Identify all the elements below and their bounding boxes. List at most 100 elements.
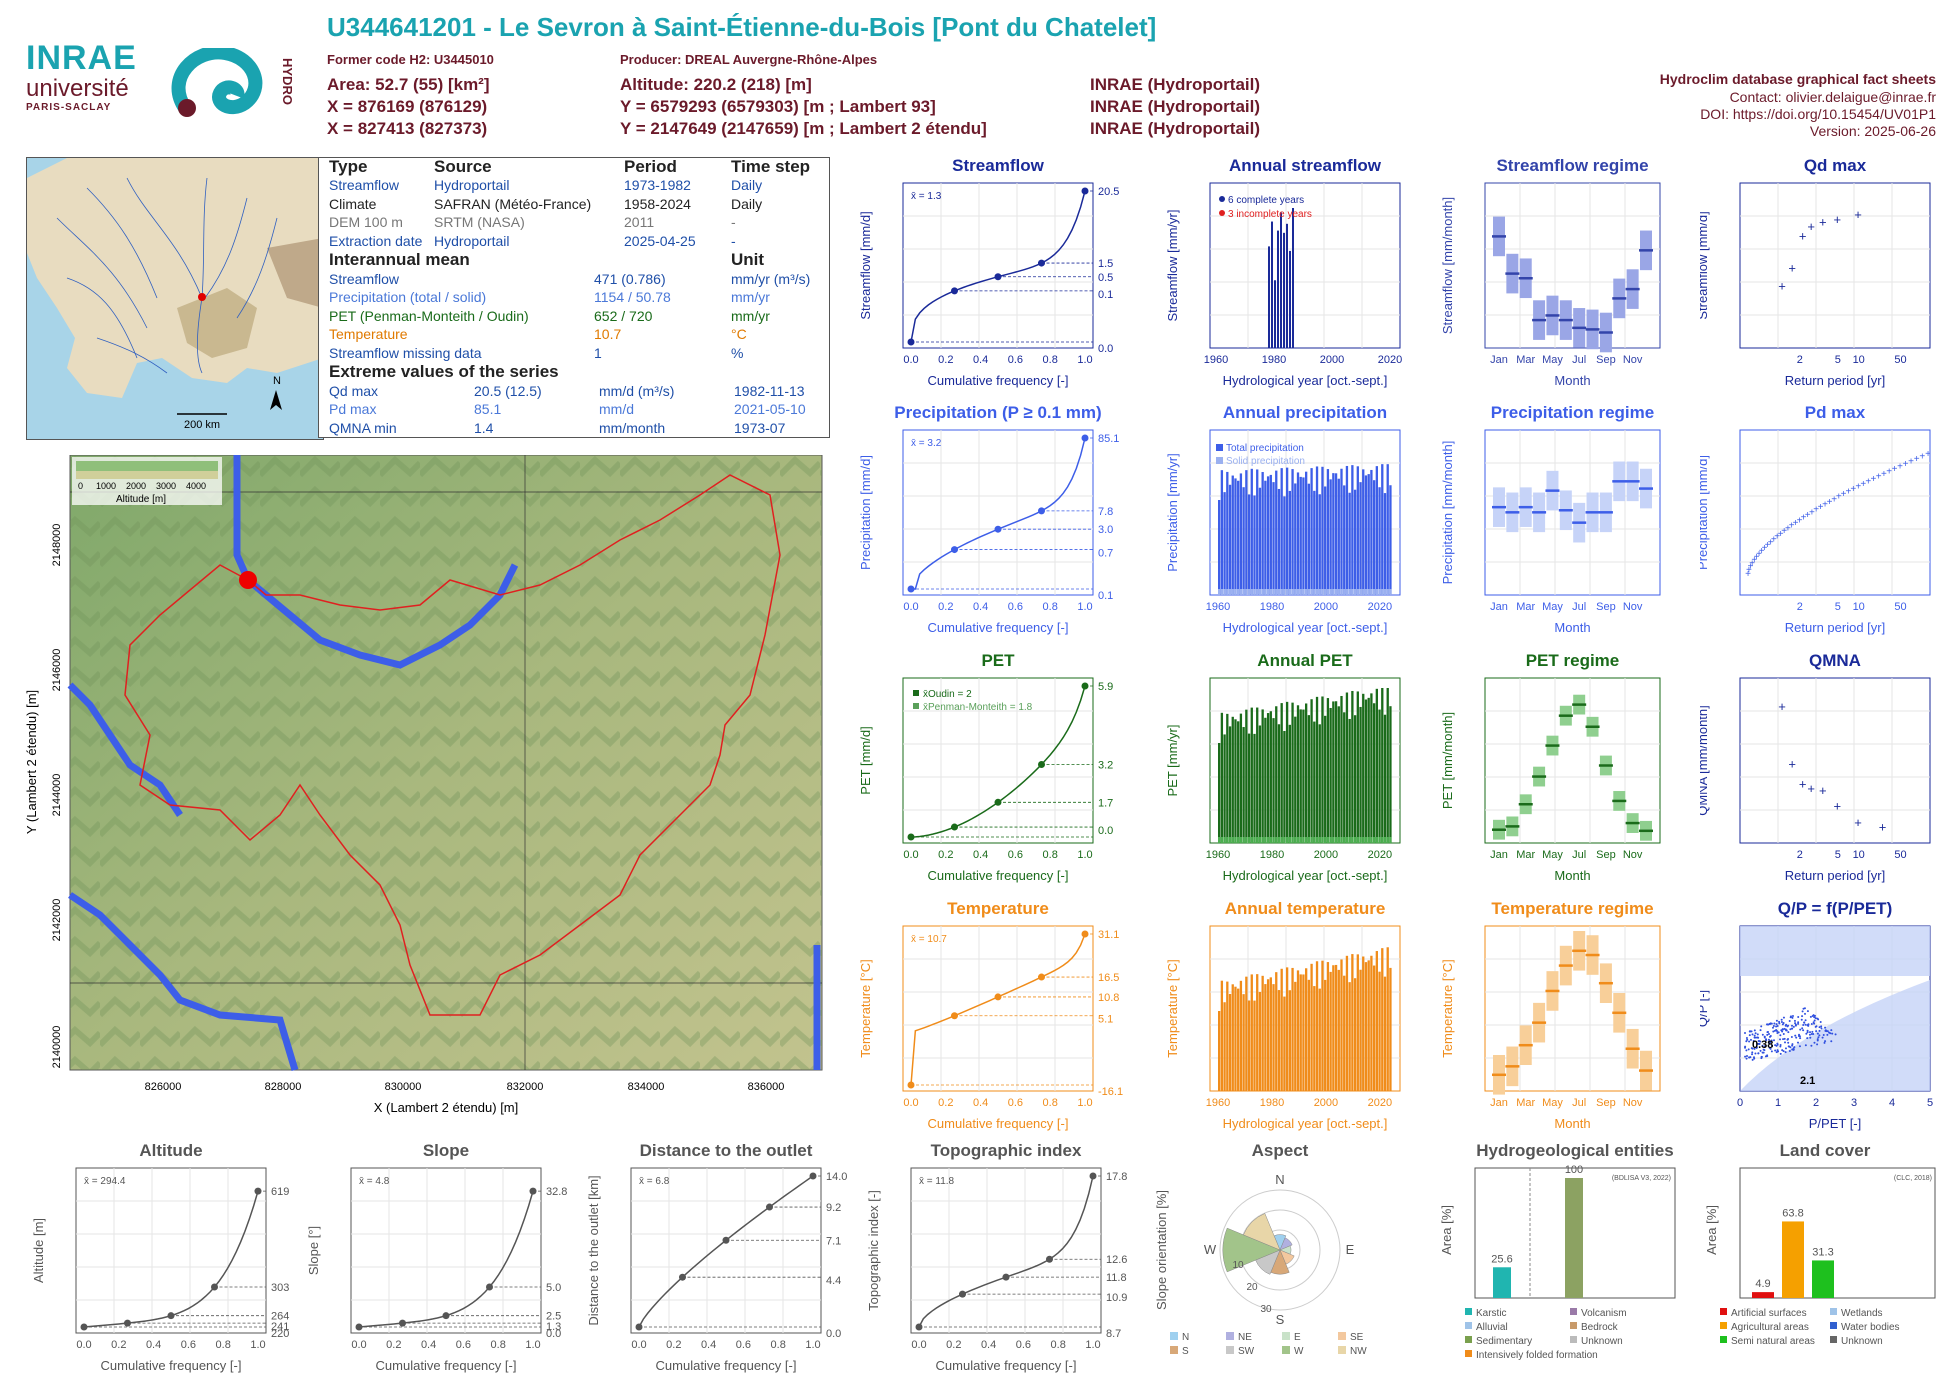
map-ylabel: Y (Lambert 2 étendu) [m] — [24, 690, 39, 834]
solid-bar — [1285, 589, 1289, 595]
chart-panel: Streamflow Cumulative frequency [-] Stream… — [858, 156, 1119, 388]
scatter-point — [1818, 1034, 1821, 1037]
chart-panel: Qd max Return period [yr] Streamflow [mm/d… — [1700, 156, 1931, 388]
solid-bar — [1299, 589, 1302, 595]
x-tick: 0.6 — [1008, 354, 1023, 366]
scatter-point — [1810, 1044, 1813, 1047]
annual-bar — [1294, 716, 1297, 843]
source-x: INRAE (Hydroportail) — [1090, 97, 1260, 116]
x-tick: 1960 — [1206, 601, 1230, 613]
annual-bar — [1218, 743, 1221, 843]
annual-bar — [1353, 489, 1357, 595]
scatter-point — [1787, 1031, 1790, 1034]
annual-bar — [1367, 474, 1370, 595]
x-tick: Jan — [1490, 601, 1508, 613]
quantile-label: 0.1 — [1098, 590, 1113, 602]
annual-bar — [1318, 494, 1321, 595]
chart-panel: Streamflow regime Month Streamflow [mm/mon… — [1440, 156, 1661, 388]
solid-bar — [1386, 589, 1389, 595]
x-tick: May — [1542, 1097, 1563, 1109]
annual-bar — [1250, 974, 1253, 1091]
x-tick: 0.0 — [911, 1339, 926, 1351]
cell: 2021-05-10 — [734, 401, 806, 418]
x-tick: 0.2 — [938, 1097, 953, 1109]
quantile-label: 7.1 — [826, 1235, 841, 1247]
info-row: Extraction date Hydroportail 2025-04-25 - — [329, 232, 829, 250]
scatter-point — [1785, 1029, 1788, 1032]
x-tick: 0.8 — [1043, 849, 1058, 861]
chart-title: Topographic index — [931, 1141, 1082, 1160]
cdf-line — [358, 1190, 534, 1328]
scatter-point — [1811, 1030, 1814, 1033]
x-tick: Sep — [1596, 849, 1616, 861]
solid-bar — [1280, 589, 1283, 595]
solid-bar — [1305, 837, 1308, 843]
quantile-label: 3.2 — [1098, 759, 1113, 771]
scatter-point — [1784, 1047, 1787, 1050]
annual-bar — [1326, 698, 1330, 843]
scatter-point — [1753, 1047, 1756, 1050]
y-tick: 2148000 — [51, 524, 63, 567]
solid-bar — [1261, 837, 1264, 843]
x-tick: 0.0 — [903, 354, 918, 366]
scatter-point — [1761, 1033, 1764, 1036]
y-axis-label: PET [mm/month] — [1440, 712, 1455, 809]
y-axis-label: Streamflow [mm/yr] — [1165, 210, 1180, 322]
solid-bar — [1245, 589, 1248, 595]
return-point: + — [1892, 464, 1898, 475]
scatter-point — [1759, 1029, 1762, 1032]
annual-bar — [1378, 487, 1381, 595]
x-tick: Mar — [1516, 601, 1535, 613]
solid-bar — [1310, 589, 1313, 595]
x-tick: May — [1542, 354, 1563, 366]
return-point: + — [1908, 456, 1914, 467]
annual-bar — [1321, 466, 1324, 595]
head-type: Type — [329, 157, 368, 176]
quantile-label: 20.5 — [1098, 186, 1119, 198]
quantile-label: 220 — [271, 1328, 289, 1340]
solid-bar — [1351, 589, 1354, 595]
aspect-petal — [1243, 1213, 1281, 1251]
return-point: + — [1822, 499, 1828, 510]
page-title: U344641201 - Le Sevron à Saint-Étienne-d… — [327, 12, 1157, 42]
annual-bar — [1296, 472, 1300, 595]
x-tick: Mar — [1516, 1097, 1535, 1109]
annual-bar — [1348, 492, 1351, 595]
cell: mm/yr — [731, 289, 770, 306]
quantile-label: 3.0 — [1098, 524, 1113, 536]
scatter-point — [1769, 1034, 1772, 1037]
annual-bar — [1272, 718, 1275, 843]
quantile-label: 619 — [271, 1186, 289, 1198]
solid-bar — [1269, 589, 1272, 595]
logo-inrae-text: INRAE — [26, 39, 137, 77]
legend-label: x̄Penman-Monteith = 1.8 — [923, 702, 1033, 713]
x-tick: 4 — [1889, 1097, 1895, 1109]
legend-marker — [1720, 1336, 1727, 1343]
annual-bar — [1302, 709, 1305, 843]
x-tick: 1.0 — [1085, 1339, 1100, 1351]
solid-bar — [1370, 589, 1373, 595]
y-axis-label: PET [mm/yr] — [1165, 725, 1180, 797]
scatter-point — [1817, 1018, 1820, 1021]
annual-bar — [1302, 974, 1305, 1091]
legend-label: SW — [1238, 1346, 1255, 1357]
return-point: + — [1778, 529, 1784, 540]
chart-title: Distance to the outlet — [640, 1141, 813, 1160]
x-tick: 0.6 — [1008, 1097, 1023, 1109]
bar-label: 100 — [1565, 1164, 1583, 1176]
scatter-point — [1797, 1015, 1800, 1018]
scatter-point — [1782, 1022, 1785, 1025]
annual-bar — [1362, 469, 1365, 595]
x-tick: 0.0 — [903, 601, 918, 613]
annual-bar — [1220, 980, 1224, 1091]
plot-frame — [1739, 429, 1931, 596]
x-tick: Nov — [1623, 1097, 1643, 1109]
scatter-point — [1763, 1035, 1766, 1038]
legend-label: x̄Oudin = 2 — [923, 689, 972, 700]
scatter-point — [1826, 1030, 1829, 1033]
annual-bar — [1256, 469, 1259, 595]
north-arrow-label: N — [273, 375, 281, 387]
scatter-point — [1806, 1037, 1809, 1040]
cell: 20.5 (12.5) — [474, 383, 542, 400]
solid-bar — [1383, 589, 1387, 595]
